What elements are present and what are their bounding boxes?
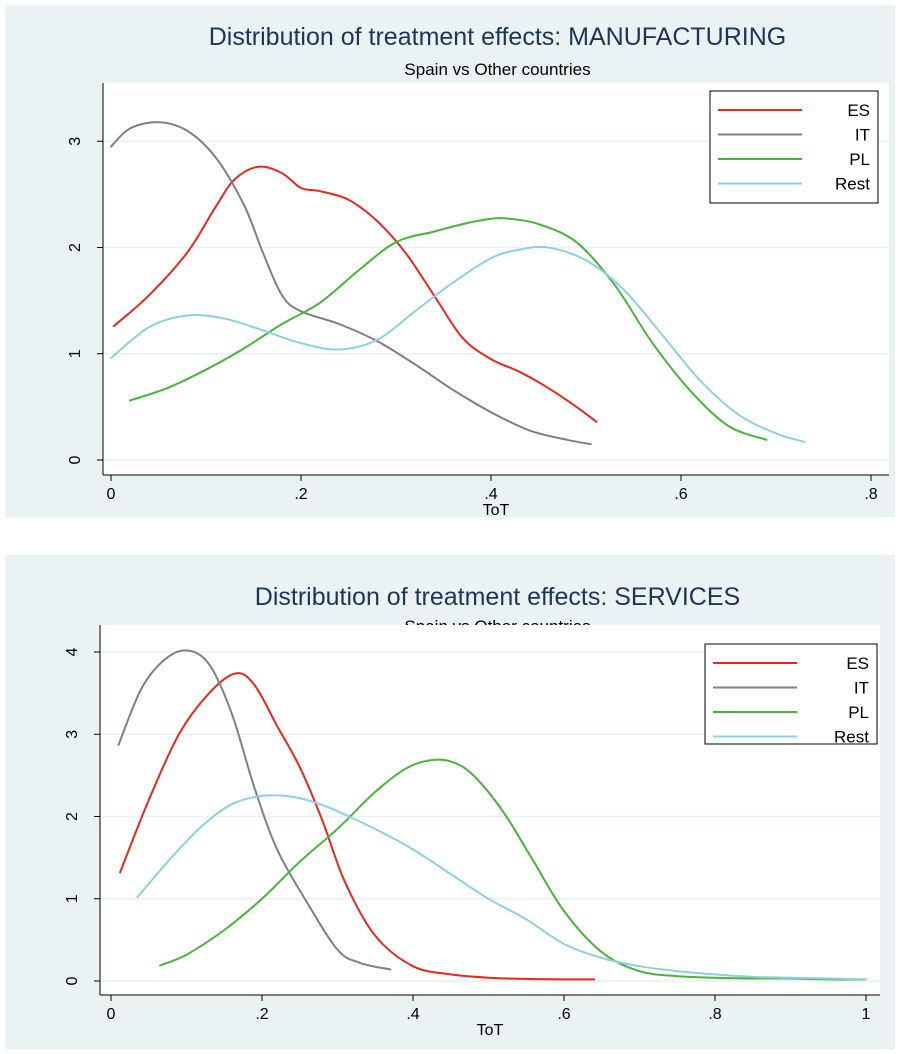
legend-label-it: IT (855, 126, 870, 145)
series-line-it (110, 121, 592, 446)
x-tick-label: .8 (864, 486, 877, 503)
services-chart-panel: Distribution of treatment effects: SERVI… (5, 555, 895, 1049)
y-tick-label: 3 (64, 730, 81, 739)
y-tick-label: 4 (64, 647, 81, 656)
x-tick-label: .6 (557, 1006, 570, 1023)
legend-label-it: IT (854, 679, 869, 698)
chart-subtitle: Spain vs Other countries (404, 60, 591, 79)
x-tick-label: 0 (107, 1006, 116, 1023)
x-tick-label: .4 (406, 1006, 419, 1023)
y-tick-label: 0 (67, 455, 84, 464)
legend-label-es: ES (847, 101, 870, 120)
series-line-pl (129, 217, 768, 441)
series-line-es (119, 672, 596, 981)
x-tick-label: 1 (862, 1006, 871, 1023)
y-tick-label: 2 (67, 243, 84, 252)
legend-label-pl: PL (848, 703, 869, 722)
series-line-rest (110, 245, 806, 443)
legend-box (704, 643, 878, 745)
series-line-rest (136, 794, 867, 981)
x-axis-title: ToT (477, 1022, 504, 1039)
x-tick-label: .2 (255, 1006, 268, 1023)
legend-label-rest: Rest (835, 175, 870, 194)
x-axis-title: ToT (483, 502, 510, 517)
series-line-pl (159, 758, 867, 981)
series-line-it (117, 649, 392, 971)
series-line-es (112, 165, 598, 423)
legend-label-rest: Rest (834, 728, 869, 747)
legend-label-pl: PL (849, 150, 870, 169)
y-tick-label: 3 (67, 137, 84, 146)
manufacturing-chart-svg: 0 1 2 3 0 .2 .4 .6 .8 ToT ES IT PL Rest (67, 83, 889, 517)
y-tick-label: 1 (64, 894, 81, 903)
y-tick-label: 2 (64, 812, 81, 821)
x-tick-label: 0 (107, 486, 116, 503)
x-tick-label: .8 (708, 1006, 721, 1023)
legend-label-es: ES (846, 654, 869, 673)
x-tick-label: .6 (674, 486, 687, 503)
chart-title: Distribution of treatment effects: SERVI… (254, 583, 741, 611)
x-tick-label: .4 (484, 486, 497, 503)
y-tick-label: 0 (64, 976, 81, 985)
x-tick-label: .2 (294, 486, 307, 503)
services-chart-svg: 0 1 2 3 4 0 .2 .4 .6 .8 1 ToT ES IT PL Rest (64, 625, 880, 1039)
y-tick-label: 1 (67, 349, 84, 358)
chart-title: Distribution of treatment effects: MANUF… (208, 23, 787, 51)
manufacturing-chart-panel: Distribution of treatment effects: MANUF… (5, 5, 895, 517)
